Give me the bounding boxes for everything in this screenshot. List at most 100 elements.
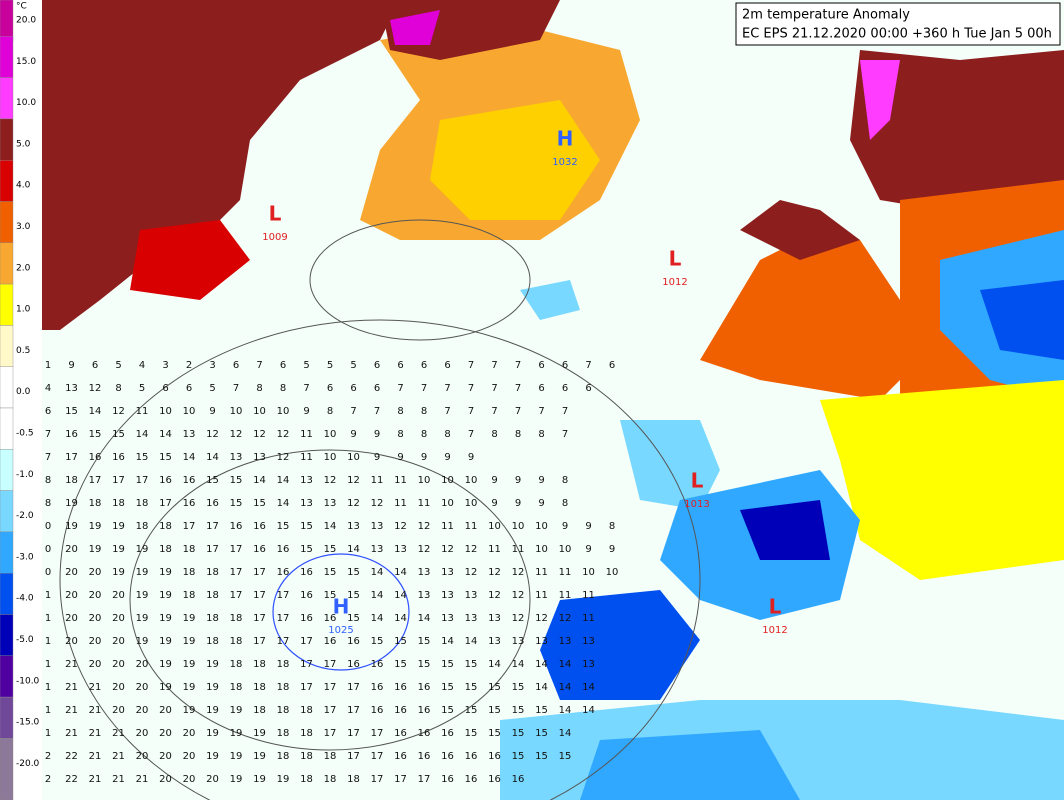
grid-value: 17: [418, 774, 431, 785]
grid-value: 9: [585, 544, 591, 555]
grid-value: 15: [347, 613, 360, 624]
grid-value: 21: [112, 751, 125, 762]
grid-value: 7: [491, 360, 497, 371]
grid-value: 18: [300, 774, 313, 785]
grid-value: 12: [559, 613, 572, 624]
grid-value: 17: [394, 774, 407, 785]
title: 2m temperature Anomaly: [742, 8, 910, 23]
grid-value: 8: [421, 406, 427, 417]
colorbar-band: [0, 738, 14, 800]
colorbar-label: -4.0: [16, 594, 34, 604]
grid-value: 19: [277, 774, 290, 785]
grid-value: 15: [371, 636, 384, 647]
grid-value: 8: [397, 429, 403, 440]
grid-value: 16: [183, 475, 196, 486]
grid-value: 8: [397, 406, 403, 417]
grid-value: 14: [206, 452, 219, 463]
grid-value: 19: [136, 544, 149, 555]
grid-value: 7: [303, 383, 309, 394]
colorbar-band: [0, 325, 14, 367]
grid-value: 12: [253, 429, 266, 440]
colorbar-band: [0, 366, 14, 409]
colorbar-band: [0, 159, 14, 202]
grid-value: 18: [89, 498, 102, 509]
grid-value: 19: [230, 751, 243, 762]
center-pressure: 1012: [762, 625, 787, 636]
grid-value: 19: [112, 521, 125, 532]
grid-value: 20: [89, 613, 102, 624]
grid-value: 14: [559, 705, 572, 716]
grid-value: 9: [515, 475, 521, 486]
grid-value: 11: [136, 406, 149, 417]
greenland-core: [430, 100, 600, 220]
value-grid: 1 9 6 5 4 3 2 3 6 7 6 5 5 5 6 6 6 6 7 7 7 6 6 7 64 13 12 8 5 6 6 5 7 8 8 7 6…: [45, 360, 619, 785]
grid-value: 15: [300, 544, 313, 555]
grid-value: 12: [418, 544, 431, 555]
atlas: [580, 730, 800, 800]
grid-value: 16: [418, 728, 431, 739]
grid-value: 13: [65, 383, 78, 394]
grid-value: 9: [468, 452, 474, 463]
scandinavia: [700, 230, 920, 400]
grid-value: 15: [418, 659, 431, 670]
grid-value: 17: [183, 521, 196, 532]
grid-value: 17: [65, 452, 78, 463]
grid-value: 12: [394, 521, 407, 532]
grid-value: 21: [89, 682, 102, 693]
grid-value: 13: [582, 659, 595, 670]
grid-value: 5: [350, 360, 356, 371]
colorbar-label: 3.0: [16, 222, 31, 232]
grid-value: 18: [324, 751, 337, 762]
colorbar-label: 1.0: [16, 305, 31, 315]
grid-value: 7: [562, 429, 568, 440]
grid-value: 12: [465, 544, 478, 555]
grid-value: 15: [512, 728, 525, 739]
grid-value: 16: [183, 498, 196, 509]
grid-value: 20: [136, 659, 149, 670]
grid-value: 7: [256, 360, 262, 371]
grid-value: 18: [253, 705, 266, 716]
grid-value: 12: [512, 567, 525, 578]
grid-value: 15: [559, 751, 572, 762]
grid-value: 19: [253, 774, 266, 785]
grid-value: 8: [45, 498, 51, 509]
center-symbol: L: [669, 247, 682, 271]
grid-value: 8: [421, 429, 427, 440]
grid-value: 15: [418, 636, 431, 647]
colorbar-label: -2.0: [16, 511, 34, 521]
isobar-high: [272, 553, 410, 671]
grid-value: 6: [374, 383, 380, 394]
grid-value: 12: [465, 567, 478, 578]
grid-value: 16: [465, 774, 478, 785]
grid-value: 11: [559, 590, 572, 601]
grid-value: 14: [183, 452, 196, 463]
grid-value: 10: [418, 475, 431, 486]
colorbar-band: [0, 118, 14, 161]
grid-value: 17: [253, 613, 266, 624]
grid-value: 20: [136, 728, 149, 739]
grid-value: 20: [112, 659, 125, 670]
grid-value: 10: [559, 544, 572, 555]
grid-value: 13: [488, 613, 501, 624]
grid-value: 17: [300, 659, 313, 670]
grid-value: 18: [300, 751, 313, 762]
grid-value: 9: [421, 452, 427, 463]
grid-value: 9: [68, 360, 74, 371]
grid-value: 7: [468, 383, 474, 394]
grid-value: 12: [441, 544, 454, 555]
grid-value: 8: [280, 383, 286, 394]
grid-value: 18: [324, 774, 337, 785]
grid-value: 7: [45, 429, 51, 440]
grid-value: 16: [324, 613, 337, 624]
grid-value: 20: [89, 659, 102, 670]
grid-value: 19: [183, 659, 196, 670]
grid-value: 18: [253, 682, 266, 693]
grid-value: 16: [112, 452, 125, 463]
grid-value: 10: [465, 498, 478, 509]
grid-value: 11: [535, 590, 548, 601]
grid-value: 20: [136, 682, 149, 693]
grid-value: 15: [488, 728, 501, 739]
grid-value: 17: [324, 682, 337, 693]
grid-value: 12: [418, 521, 431, 532]
grid-value: 16: [371, 682, 384, 693]
